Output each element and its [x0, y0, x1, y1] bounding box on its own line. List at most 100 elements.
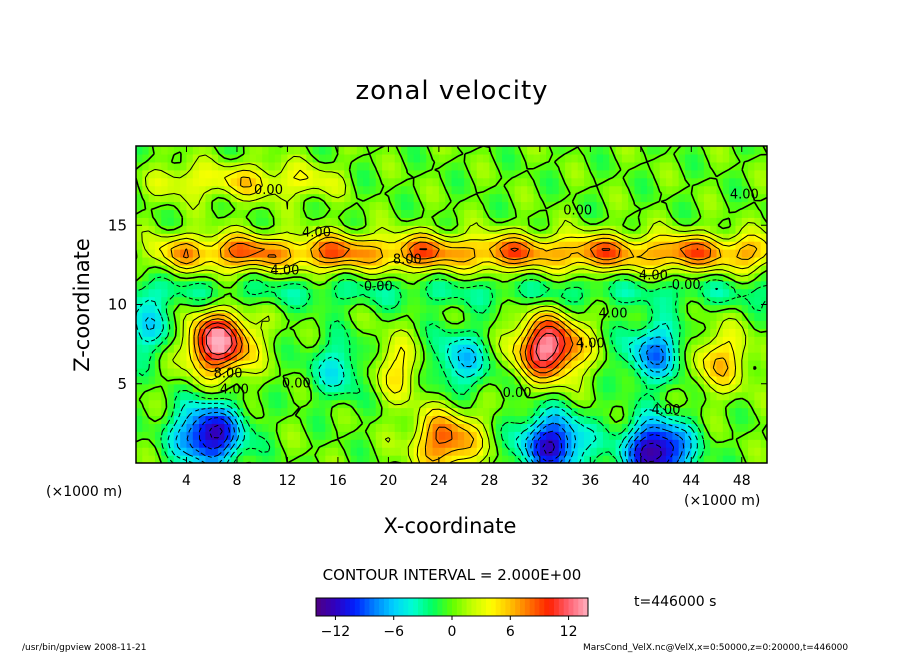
field-cell — [388, 209, 396, 218]
field-cell — [413, 367, 421, 377]
field-cell — [394, 359, 402, 369]
field-cell — [438, 344, 446, 353]
field-cell — [678, 455, 686, 463]
field-cell — [356, 407, 364, 417]
field-cell — [161, 328, 169, 337]
field-cell — [218, 201, 225, 210]
field-cell — [760, 280, 767, 290]
field-cell — [432, 161, 440, 171]
field-cell — [356, 344, 364, 353]
field-cell — [255, 288, 263, 298]
field-cell — [640, 375, 648, 385]
field-cell — [457, 256, 465, 266]
field-cell — [596, 272, 604, 282]
field-cell — [173, 146, 181, 155]
field-cell — [590, 249, 598, 258]
field-cell — [394, 233, 402, 242]
field-cell — [508, 217, 516, 226]
field-cell — [186, 296, 194, 306]
field-cell — [167, 423, 175, 432]
field-cell — [281, 193, 289, 203]
field-cell — [154, 336, 162, 345]
field-cell — [199, 455, 207, 463]
field-cell — [735, 367, 743, 377]
field-cell — [426, 217, 434, 226]
field-cell — [552, 367, 560, 377]
field-cell — [344, 431, 352, 440]
field-cell — [205, 375, 213, 385]
field-cell — [388, 169, 396, 179]
field-cell — [628, 304, 636, 314]
field-cell — [628, 296, 636, 306]
field-cell — [590, 225, 598, 234]
field-cell — [489, 407, 497, 417]
field-cell — [293, 280, 301, 290]
field-cell — [154, 367, 162, 377]
field-cell — [199, 241, 207, 250]
field-cell — [369, 193, 377, 203]
field-cell — [167, 383, 175, 393]
field-cell — [590, 320, 598, 329]
field-cell — [558, 193, 566, 203]
field-cell — [457, 161, 465, 171]
field-cell — [672, 241, 680, 250]
field-cell — [211, 169, 219, 179]
field-cell — [274, 249, 282, 258]
field-cell — [281, 367, 289, 377]
field-cell — [666, 233, 673, 242]
field-cell — [584, 383, 591, 393]
field-cell — [602, 304, 610, 314]
field-cell — [224, 336, 232, 345]
field-cell — [350, 280, 358, 290]
field-cell — [722, 193, 730, 203]
field-cell — [615, 407, 623, 417]
field-cell — [199, 169, 207, 179]
field-cell — [186, 447, 194, 456]
field-cell — [211, 185, 219, 195]
field-cell — [413, 415, 421, 424]
field-cell — [684, 423, 692, 432]
contour-label: 8.00 — [393, 253, 422, 268]
field-cell — [628, 264, 636, 274]
field-cell — [552, 328, 560, 337]
field-cell — [735, 249, 743, 258]
field-cell — [533, 304, 541, 314]
field-cell — [205, 336, 213, 345]
field-cell — [634, 391, 642, 401]
field-cell — [470, 447, 478, 456]
field-cell — [476, 209, 484, 218]
field-cell — [483, 280, 490, 290]
field-cell — [552, 407, 560, 417]
field-cell — [224, 177, 232, 187]
field-cell — [318, 352, 326, 361]
field-cell — [647, 161, 655, 171]
field-cell — [318, 249, 326, 258]
field-cell — [527, 375, 535, 385]
field-cell — [489, 296, 497, 306]
field-cell — [501, 447, 509, 456]
field-cell — [697, 391, 705, 401]
field-cell — [363, 431, 371, 440]
field-cell — [621, 272, 629, 282]
field-cell — [224, 439, 232, 448]
field-cell — [325, 264, 333, 274]
field-cell — [684, 447, 692, 456]
field-cell — [375, 185, 383, 195]
field-cell — [363, 201, 371, 210]
field-cell — [337, 423, 345, 432]
field-cell — [186, 328, 194, 337]
field-cell — [495, 447, 503, 456]
field-cell — [249, 431, 257, 440]
field-cell — [350, 383, 358, 393]
field-cell — [394, 272, 402, 282]
field-cell — [495, 225, 503, 234]
field-cell — [148, 447, 156, 456]
field-cell — [495, 193, 503, 203]
field-cell — [426, 264, 434, 274]
field-cell — [407, 193, 415, 203]
field-cell — [760, 359, 767, 369]
field-cell — [224, 280, 232, 290]
field-cell — [136, 225, 143, 234]
field-cell — [640, 344, 648, 353]
field-cell — [729, 169, 737, 179]
